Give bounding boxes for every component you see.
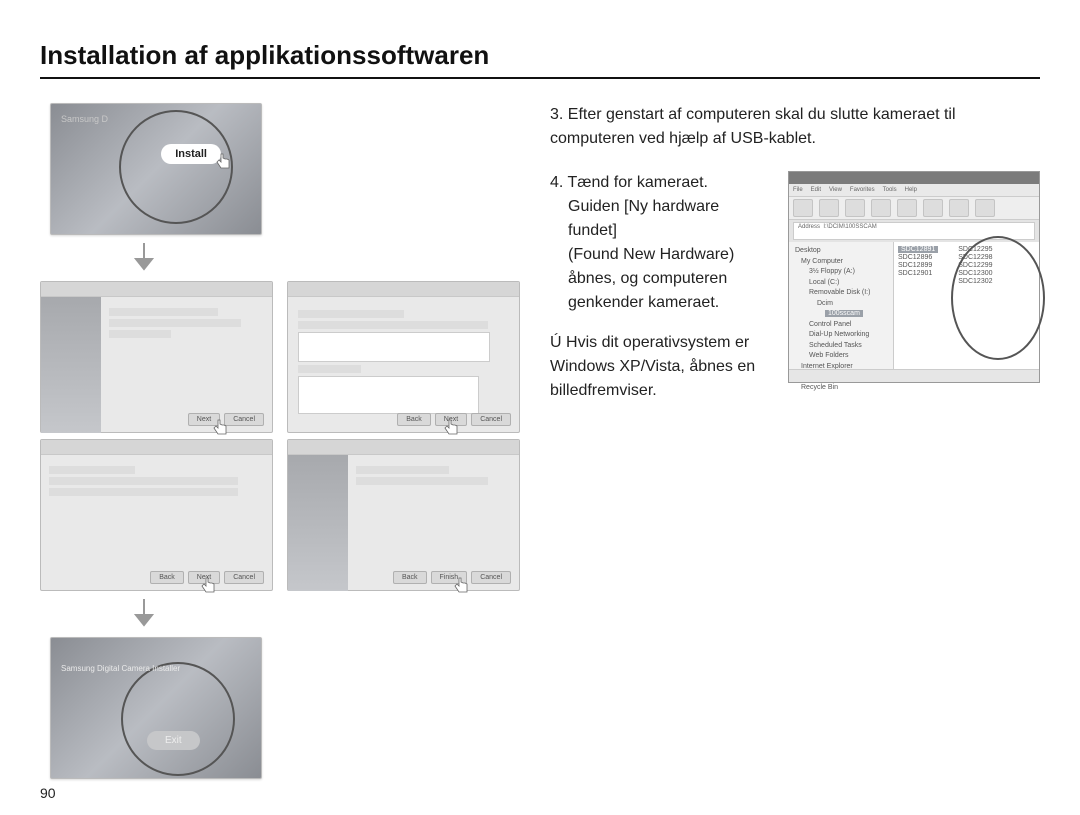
down-arrow-icon [40,597,520,631]
file-item: SDC12896 [898,254,938,261]
toolbar-button [871,199,891,217]
file-item: SDC12899 [898,262,938,269]
wizard-cancel-button: Cancel [224,571,264,584]
manual-page: Installation af applikationssoftwaren Sa… [0,0,1080,815]
wizard-cancel-button: Cancel [471,413,511,426]
toolbar-button [793,199,813,217]
step-4-text: 4. Tænd for kameraet. Guiden [Ny hardwar… [550,171,756,423]
tree-item: Removable Disk (I:) [791,288,891,299]
toolbar-button [975,199,995,217]
installshield-screenshot-4: Back Finish Cancel [287,439,520,591]
note-symbol: Ú [550,334,562,351]
toolbar-button [819,199,839,217]
wizard-back-button: Back [150,571,184,584]
wizard-back-button: Back [397,413,431,426]
install-button: Install [161,144,221,164]
step-4-block: 4. Tænd for kameraet. Guiden [Ny hardwar… [550,171,1040,423]
cursor-hand-icon [443,418,459,436]
menu-view: View [829,187,842,193]
tree-item: My Computer [791,257,891,268]
tree-item: 3½ Floppy (A:) [791,267,891,278]
step-4-line3: (Found New Hardware) åbnes, og computere… [550,243,756,315]
file-item: SDC12891 [898,246,938,253]
toolbar-button [949,199,969,217]
explorer-toolbar [789,197,1039,220]
tree-item: Dial-Up Networking [791,330,891,341]
step-4-line2: Guiden [Ny hardware fundet] [550,195,756,243]
cursor-hand-icon [200,576,216,594]
right-column: 3. Efter genstart af computeren skal du … [550,103,1040,779]
address-value: I:\DCIM\100SSCAM [823,224,876,230]
cursor-hand-icon [453,576,469,594]
toolbar-button [923,199,943,217]
wizard-back-button: Back [393,571,427,584]
wizard-row-1: Next Cancel Back Next [40,281,520,433]
folder-tree: Desktop My Computer 3½ Floppy (A:) Local… [789,242,894,382]
explorer-menubar: File Edit View Favorites Tools Help [789,184,1039,197]
explorer-statusbar [789,369,1039,382]
cursor-hand-icon [212,418,228,436]
installshield-screenshot-3: Back Next Cancel [40,439,273,591]
explorer-titlebar [789,172,1039,184]
page-number: 90 [40,785,56,801]
installshield-screenshot-2: Back Next Cancel [287,281,520,433]
file-item: SDC12901 [898,270,938,277]
file-column-1: SDC12891 SDC12896 SDC12899 SDC12901 [898,246,938,285]
installshield-screenshot-1: Next Cancel [40,281,273,433]
step-4-line1: 4. Tænd for kameraet. [550,174,708,191]
highlight-circle-icon [951,236,1045,360]
highlight-circle-icon [121,662,235,776]
menu-file: File [793,187,803,193]
install-screenshot-1: Samsung D Install [50,103,262,235]
exit-screenshot: Samsung Digital Camera Installer Exit [50,637,262,779]
toolbar-button [897,199,917,217]
left-column: Samsung D Install Next [40,103,520,779]
tree-item: Scheduled Tasks [791,341,891,352]
explorer-panes: Desktop My Computer 3½ Floppy (A:) Local… [789,242,1039,382]
page-title: Installation af applikationssoftwaren [40,40,1040,79]
file-list: SDC12891 SDC12896 SDC12899 SDC12901 SDC1… [894,242,1039,382]
menu-favorites: Favorites [850,187,875,193]
wizard-cancel-button: Cancel [471,571,511,584]
tree-item: Dcim [791,299,891,310]
tree-item: Recycle Bin [791,383,891,394]
installer-title: Samsung Digital Camera Installer [61,664,180,673]
tree-item: Desktop [791,246,891,257]
explorer-screenshot: File Edit View Favorites Tools Help [788,171,1040,383]
step-3-text: 3. Efter genstart af computeren skal du … [550,103,1040,151]
exit-button: Exit [147,731,200,750]
toolbar-button [845,199,865,217]
tree-item: Control Panel [791,320,891,331]
down-arrow-icon [40,241,520,275]
two-column-layout: Samsung D Install Next [40,103,1040,779]
tree-item-selected: 100sscam [825,310,863,317]
installer-title: Samsung D [61,114,108,124]
note-text: Hvis dit operativsystem er Windows XP/Vi… [550,334,755,399]
tree-item: Local (C:) [791,278,891,289]
tree-item: Web Folders [791,351,891,362]
cursor-hand-icon [215,152,231,238]
menu-edit: Edit [811,187,821,193]
wizard-cancel-button: Cancel [224,413,264,426]
address-label: Address [798,224,820,230]
menu-help: Help [905,187,917,193]
wizard-row-2: Back Next Cancel Back Finish Cancel [40,439,520,591]
menu-tools: Tools [883,187,897,193]
